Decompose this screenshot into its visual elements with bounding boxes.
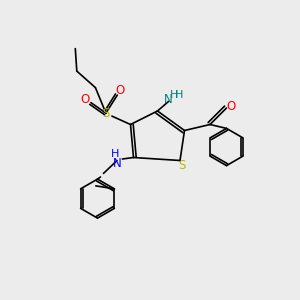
Text: S: S <box>102 106 110 120</box>
Text: O: O <box>80 93 89 106</box>
Text: H: H <box>111 149 120 160</box>
Text: O: O <box>116 84 125 97</box>
Text: S: S <box>178 159 185 172</box>
Text: N: N <box>164 93 173 106</box>
Text: H: H <box>175 90 184 100</box>
Text: N: N <box>112 157 122 170</box>
Text: H: H <box>170 90 178 100</box>
Text: O: O <box>226 100 236 113</box>
